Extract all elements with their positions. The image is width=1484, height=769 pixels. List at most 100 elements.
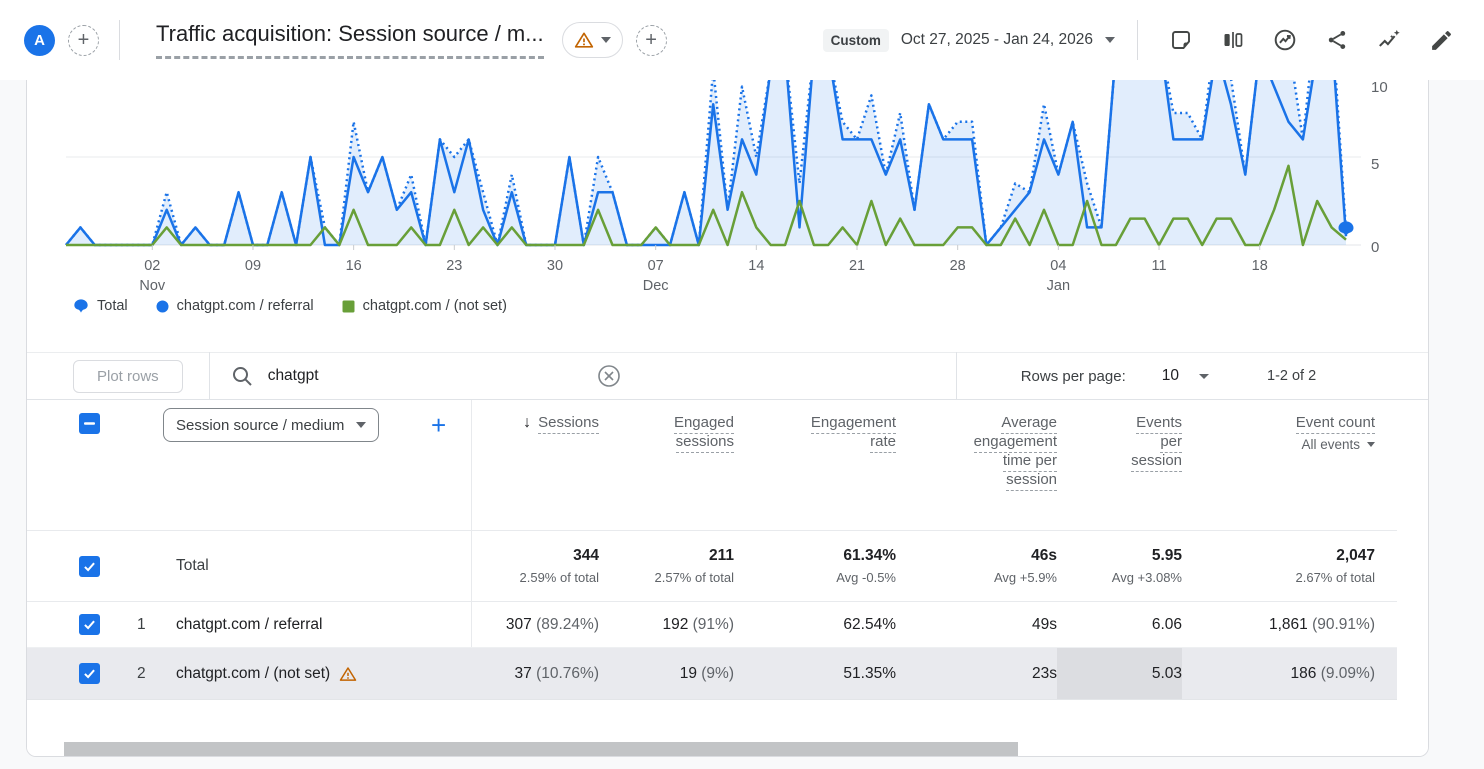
metric-value: 19 (9%) [679,664,734,682]
horizontal-scrollbar [27,742,1428,756]
column-header-avg-engagement-time[interactable]: Average engagement time per session [896,400,1057,530]
table-row[interactable]: 1 chatgpt.com / referral 307 (89.24%) 192 (… [27,602,1397,648]
comparison-icon[interactable] [1220,27,1246,53]
column-header-engagement-rate[interactable]: Engagement rate [734,400,896,530]
metric-value: 192 (91%) [662,615,734,633]
metric-cell: 23s [896,648,1057,699]
legend-item: chatgpt.com / referral [156,298,314,314]
total-metric-cell: 2,047 2.67% of total [1182,531,1376,601]
column-header-event-count[interactable]: Event count All events [1182,400,1375,530]
note-icon[interactable] [1168,27,1194,53]
x-axis-month-label: Nov [139,278,166,294]
metric-cell: 19 (9%) [599,648,734,699]
metric-cell: 192 (91%) [599,602,734,647]
insights-icon[interactable] [1272,27,1298,53]
metric-subtext: 2.57% of total [654,570,735,585]
column-header-line: time per [1002,452,1057,472]
avatar[interactable]: A [24,24,55,56]
legend-item: Total [73,298,128,314]
column-header-line: session [1131,452,1182,472]
circle-marker-icon [156,300,169,312]
metric-value: 23s [1032,664,1057,682]
sparkline-insights-icon[interactable] [1376,27,1402,53]
x-axis-tick-label: 16 [346,258,362,274]
chevron-down-icon [600,37,611,43]
x-axis-tick-label: 04 [1050,258,1066,274]
report-warning-dropdown[interactable] [561,22,623,58]
add-report-tab-button[interactable]: + [635,24,667,56]
column-divider [471,400,472,700]
x-axis-tick-label: 18 [1252,258,1268,274]
controls-divider [955,352,957,400]
add-dimension-button[interactable]: + [431,410,447,440]
column-header-sessions[interactable]: ↓ Sessions [471,400,599,530]
dimension-selector[interactable]: Session source / medium [163,408,380,442]
chevron-down-icon [356,422,367,428]
square-marker-icon [342,300,355,312]
metric-value: 49s [1032,615,1057,633]
metric-cell: 37 (10.76%) [471,648,599,699]
rows-per-page: Rows per page: 10 1-2 of 2 [957,367,1316,385]
traffic-line-chart: 02 Nov 09 16 23 30 07 Dec 14 21 28 04 Jan 11 18 0 5 10 [65,80,1388,294]
metric-subtext: 2.59% of total [519,570,600,585]
warning-icon [339,666,357,681]
metric-percent: (9.09%) [1320,664,1375,682]
event-count-filter[interactable]: All events [1301,437,1375,452]
select-all-checkbox[interactable] [79,413,100,434]
page-title[interactable]: Traffic acquisition: Session source / m.… [156,21,544,59]
metric-value: 344 [573,547,599,564]
header-divider [119,20,120,60]
column-header-line: Average [1001,414,1057,434]
chevron-down-icon[interactable] [1199,373,1209,379]
total-dimension-cell: Total [27,531,471,601]
report-card: 02 Nov 09 16 23 30 07 Dec 14 21 28 04 Jan 11 18 0 5 10 To… [26,80,1429,757]
column-header-line: Sessions [538,414,599,434]
row-number: 2 [137,664,146,682]
chevron-down-icon[interactable] [1105,37,1115,43]
metric-value: 62.54% [843,615,896,633]
total-pin-icon [74,299,88,313]
y-axis-tick-label: 5 [1371,156,1379,173]
metric-value: 1,861 (90.91%) [1268,615,1375,633]
row-checkbox[interactable] [79,663,100,684]
add-account-button[interactable]: + [68,24,99,56]
metric-cell: 5.03 [1057,648,1182,699]
column-header-events-per-session[interactable]: Events per session [1057,400,1182,530]
x-axis-month-label: Jan [1047,278,1070,294]
custom-date-badge: Custom [822,28,889,52]
x-axis-tick-label: 30 [547,258,563,274]
metric-subtext: Avg +5.9% [993,570,1057,585]
metric-subtext: Avg -0.5% [836,570,896,585]
dimension-header-cell: Session source / medium + [27,400,471,530]
legend-label: chatgpt.com / referral [176,298,314,314]
metric-value: 211 [708,547,734,564]
column-header-line: engagement [973,433,1057,453]
table-row[interactable]: 2 chatgpt.com / (not set) 37 (10.76%) 19 (9… [27,648,1397,700]
metric-subtext: 2.67% of total [1295,570,1376,585]
metric-cell: 51.35% [734,648,896,699]
plot-rows-button[interactable]: Plot rows [73,359,183,393]
share-icon[interactable] [1324,27,1350,53]
column-header-engaged-sessions[interactable]: Engaged sessions [599,400,734,530]
search-input[interactable]: chatgpt [267,367,319,384]
rows-per-page-value[interactable]: 10 [1161,367,1179,384]
total-metric-cell: 344 2.59% of total [471,531,600,601]
controls-divider [208,352,210,400]
row-checkbox[interactable] [79,555,100,577]
search-icon [230,364,254,388]
metric-cell: 62.54% [734,602,896,647]
row-number: 1 [137,615,146,633]
horizontal-scrollbar-thumb[interactable] [64,742,1018,756]
dimension-value: chatgpt.com / referral [176,615,323,633]
total-metric-cell: 211 2.57% of total [599,531,735,601]
rows-per-page-label: Rows per page: [1020,367,1126,385]
clear-search-icon[interactable] [596,363,622,389]
column-header-line: Events [1136,414,1182,434]
column-header-line: session [1006,471,1057,491]
row-checkbox[interactable] [79,614,100,635]
edit-pencil-icon[interactable] [1428,27,1454,53]
sort-descending-icon: ↓ [523,414,532,431]
metric-percent: (91%) [692,615,734,633]
date-range-selector[interactable]: Oct 27, 2025 - Jan 24, 2026 [900,31,1093,48]
search-zone: chatgpt [210,352,956,400]
